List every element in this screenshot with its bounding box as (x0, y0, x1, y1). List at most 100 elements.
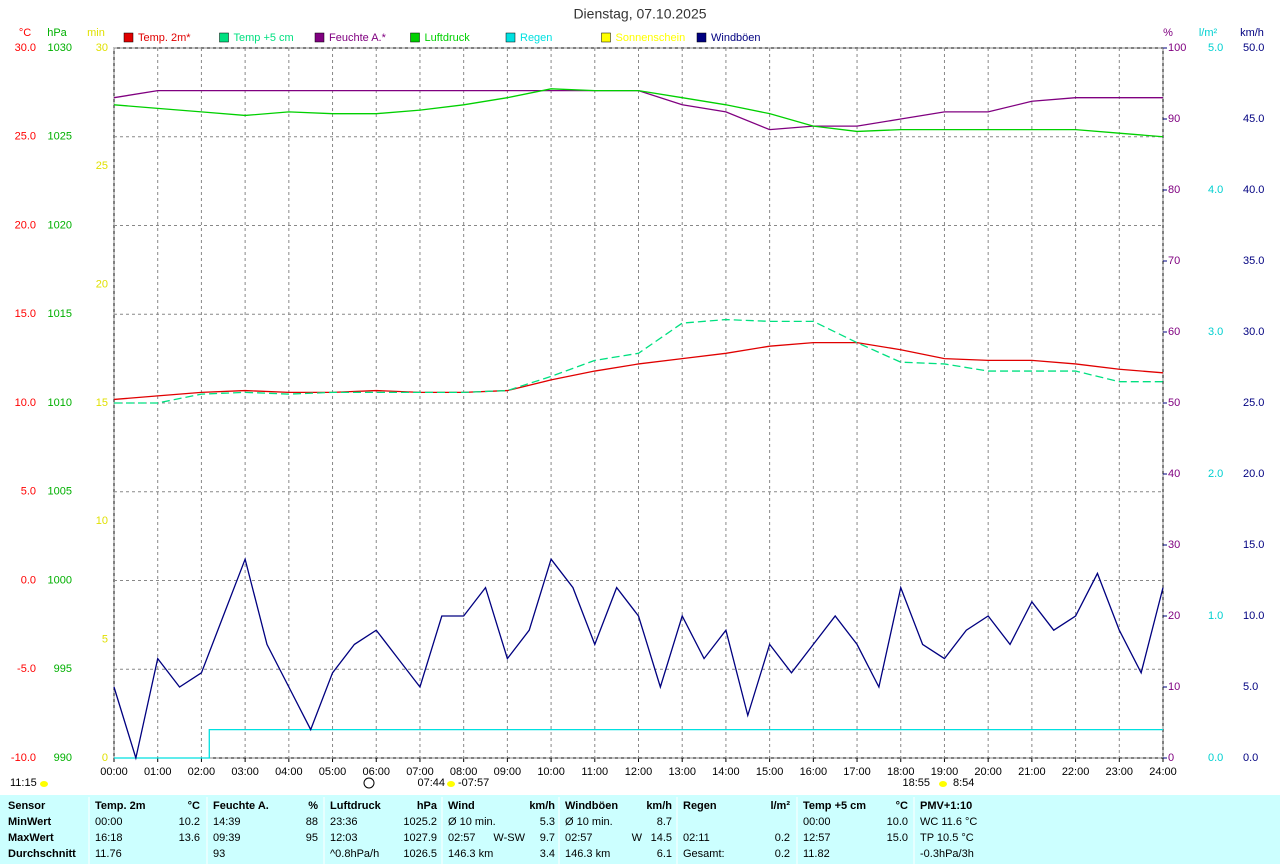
y-tick-label: 70 (1168, 255, 1180, 267)
legend-label: Luftdruck (425, 32, 471, 44)
y-tick-label: 30.0 (1243, 326, 1264, 338)
y-tick-label: 5 (102, 634, 108, 646)
table-cell: km/h (529, 800, 555, 812)
series-line (113, 341, 1164, 401)
annotation: -07:57 (458, 777, 489, 789)
y-tick-label: 1005 (48, 486, 72, 498)
table-cell: 1027.9 (403, 832, 437, 844)
x-tick-label: 05:00 (319, 766, 347, 778)
table-cell: 14:39 (213, 816, 241, 828)
table-cell: 02:11 (683, 832, 710, 844)
x-tick-label: 17:00 (843, 766, 871, 778)
legend-swatch (410, 32, 420, 43)
legend-label: Temp. 2m* (138, 32, 191, 44)
y-tick-label: 1030 (48, 42, 72, 54)
y-tick-label: 1015 (48, 308, 72, 320)
y-tick-label: -5.0 (17, 663, 36, 675)
table-cell: 6.1 (657, 848, 672, 860)
table-cell: km/h (646, 800, 672, 812)
table-cell: Feuchte A. (213, 800, 269, 812)
x-tick-label: 24:00 (1149, 766, 1177, 778)
table-cell: 9.7 (540, 832, 555, 844)
y-tick-label: 5.0 (21, 486, 36, 498)
y-tick-label: 10.0 (15, 397, 36, 409)
table-cell: 02:57 (448, 832, 476, 844)
legend-swatch (696, 32, 707, 43)
legend-swatch (505, 32, 516, 43)
table-cell: 23:36 (330, 816, 358, 828)
x-tick-label: 04:00 (275, 766, 303, 778)
axis-unit: km/h (1240, 27, 1264, 39)
sun-icon (939, 781, 947, 787)
y-tick-label: 80 (1168, 184, 1180, 196)
table-cell: 88 (306, 816, 318, 828)
table-cell: ^0.8hPa/h (330, 848, 379, 860)
legend-label: Temp +5 cm (234, 32, 294, 44)
y-tick-label: 10 (96, 515, 108, 527)
annotation: 11:15 (10, 777, 37, 789)
x-tick-label: 13:00 (668, 766, 696, 778)
table-cell: 15.0 (887, 832, 908, 844)
y-tick-label: 4.0 (1208, 184, 1223, 196)
table-cell: l/m² (770, 800, 790, 812)
x-tick-label: 12:00 (625, 766, 653, 778)
table-cell: Temp. 2m (95, 800, 146, 812)
table-cell: Temp +5 cm (803, 800, 866, 812)
table-cell: W (632, 832, 643, 844)
y-tick-label: 25.0 (15, 131, 36, 143)
table-cell: 12:03 (330, 832, 358, 844)
table-cell: 09:39 (213, 832, 241, 844)
x-tick-label: 06:00 (362, 766, 390, 778)
table-cell: 0.2 (775, 832, 790, 844)
y-tick-label: 1010 (48, 397, 72, 409)
table-cell: °C (896, 800, 908, 812)
table-cell: 95 (306, 832, 318, 844)
y-tick-label: 1025 (48, 131, 72, 143)
y-tick-label: -10.0 (11, 752, 36, 764)
sun-icon (447, 781, 455, 787)
x-tick-label: 10:00 (537, 766, 565, 778)
axis-unit: l/m² (1199, 27, 1218, 39)
y-tick-label: 1000 (48, 574, 72, 586)
y-tick-label: 50 (1168, 397, 1180, 409)
table-cell: 146.3 km (448, 848, 493, 860)
table-cell: Luftdruck (330, 800, 382, 812)
table-cell: Durchschnitt (8, 848, 76, 860)
table-cell: 11.82 (803, 848, 830, 860)
legend-label: Windböen (711, 32, 761, 44)
x-tick-label: 21:00 (1018, 766, 1046, 778)
legend-label: Sonnenschein (616, 32, 686, 44)
table-cell: WC 11.6 °C (920, 816, 977, 828)
x-tick-label: 03:00 (231, 766, 259, 778)
x-tick-label: 18:00 (887, 766, 915, 778)
legend-label: Regen (520, 32, 552, 44)
y-tick-label: 40 (1168, 468, 1180, 480)
y-tick-label: 3.0 (1208, 326, 1223, 338)
table-cell: MaxWert (8, 832, 54, 844)
y-tick-label: 2.0 (1208, 468, 1223, 480)
table-cell: 00:00 (803, 816, 831, 828)
series-line (114, 318, 1163, 404)
y-tick-label: 5.0 (1208, 42, 1223, 54)
legend-swatch (314, 32, 325, 43)
table-cell: 16:18 (95, 832, 123, 844)
table-cell: hPa (417, 800, 438, 812)
series-line (113, 557, 1164, 761)
x-tick-label: 01:00 (144, 766, 172, 778)
x-tick-label: 11:00 (581, 766, 608, 778)
x-tick-label: 14:00 (712, 766, 740, 778)
x-tick-label: 16:00 (800, 766, 828, 778)
y-tick-label: 100 (1168, 42, 1186, 54)
table-cell: Regen (683, 800, 717, 812)
y-tick-label: 20.0 (15, 219, 36, 231)
table-cell: Gesamt: (683, 848, 725, 860)
y-tick-label: 20.0 (1243, 468, 1264, 480)
table-cell: 11.76 (95, 848, 122, 860)
y-tick-label: 25 (96, 160, 108, 172)
table-cell: 146.3 km (565, 848, 610, 860)
table-cell: 5.3 (540, 816, 555, 828)
y-tick-label: 1.0 (1208, 610, 1223, 622)
y-tick-label: 30.0 (15, 42, 36, 54)
table-cell: 3.4 (540, 848, 555, 860)
